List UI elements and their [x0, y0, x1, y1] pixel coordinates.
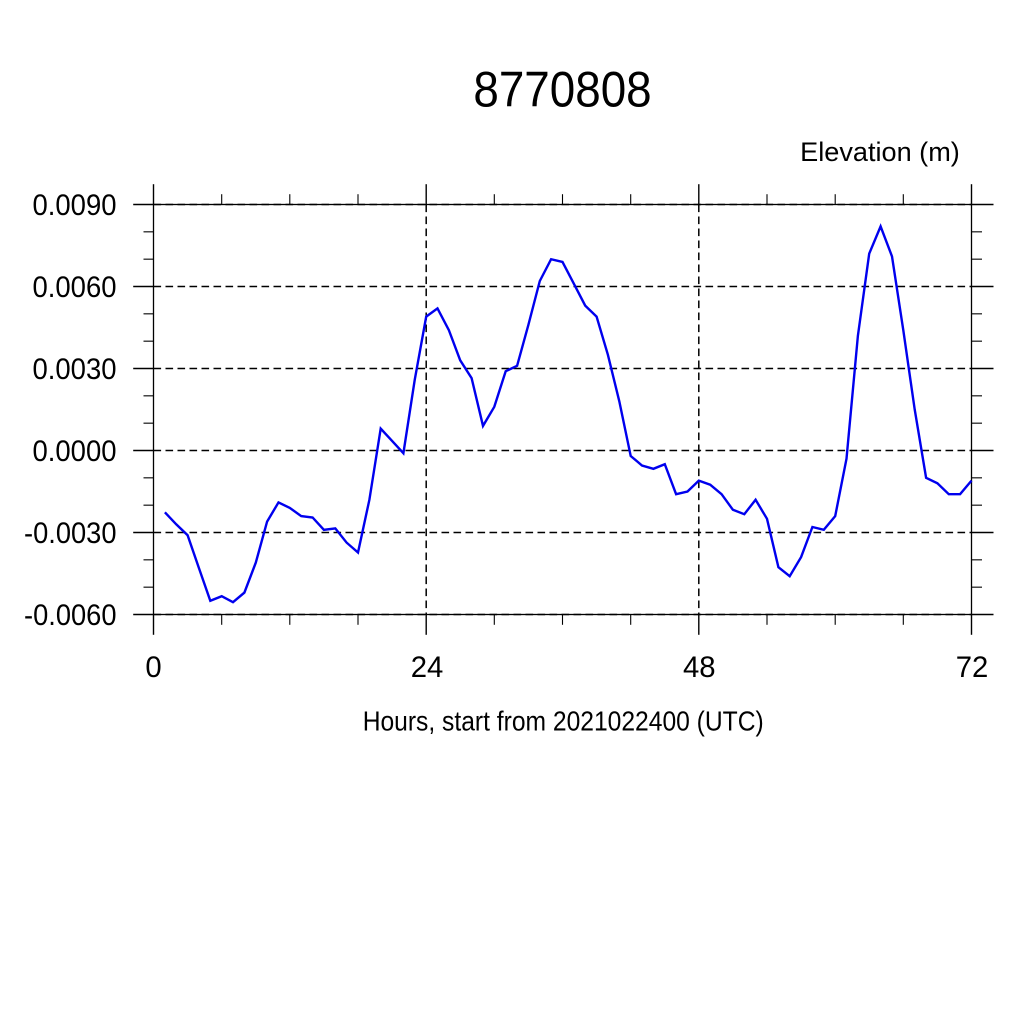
svg-text:8770808: 8770808	[473, 62, 651, 118]
svg-text:-0.0060: -0.0060	[24, 599, 117, 632]
svg-text:Hours, start from 2021022400 (: Hours, start from 2021022400 (UTC)	[363, 706, 764, 737]
svg-text:48: 48	[683, 651, 716, 684]
svg-text:0.0090: 0.0090	[33, 189, 117, 222]
svg-text:24: 24	[411, 651, 444, 684]
svg-text:-0.0030: -0.0030	[24, 517, 117, 550]
svg-text:Elevation (m): Elevation (m)	[800, 137, 960, 167]
svg-text:0: 0	[145, 651, 161, 684]
svg-text:0.0000: 0.0000	[33, 435, 117, 468]
svg-text:72: 72	[956, 651, 989, 684]
svg-text:0.0030: 0.0030	[33, 353, 117, 386]
svg-text:0.0060: 0.0060	[33, 271, 117, 304]
